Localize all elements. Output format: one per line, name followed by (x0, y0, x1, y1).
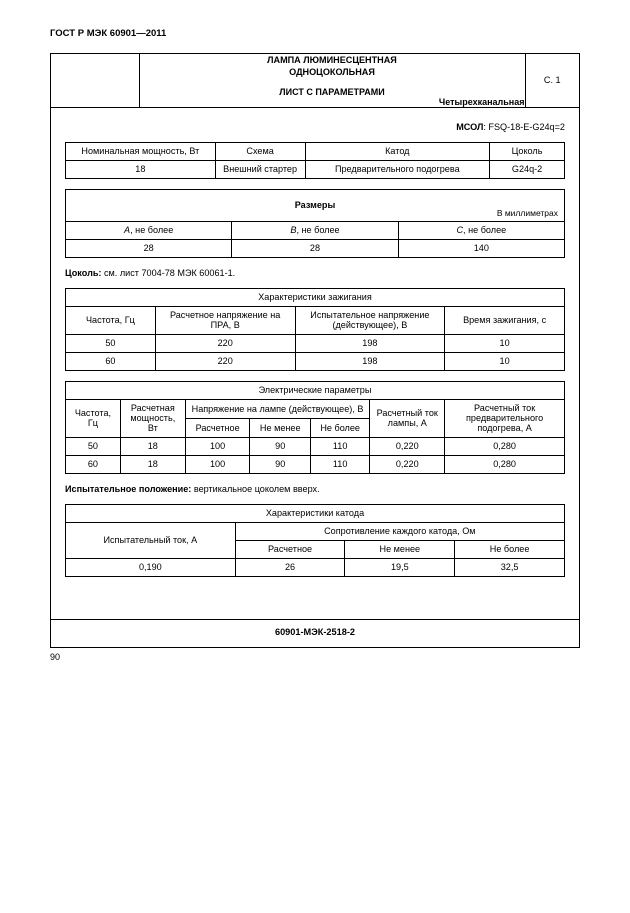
table-row: A, не более B, не более C, не более (66, 221, 565, 239)
dimensions-caption: Размеры (295, 200, 336, 210)
dim-v1: 28 (232, 239, 398, 257)
electrical-table: Электрические параметры Частота, Гц Расч… (65, 381, 565, 474)
dim-h0: A, не более (66, 221, 232, 239)
nominal-v0: 18 (66, 160, 216, 178)
nominal-h3: Цоколь (490, 142, 565, 160)
dim-h2: C, не более (398, 221, 564, 239)
cat-s1: Не менее (345, 540, 455, 558)
table-row: 0,190 26 19,5 32,5 (66, 558, 565, 576)
dimensions-caption-cell: Размеры В миллиметрах (66, 189, 565, 221)
table-row: 18 Внешний стартер Предварительного подо… (66, 160, 565, 178)
cat-h-resistance: Сопротивление каждого катода, Ом (235, 522, 564, 540)
table-row: Испытательный ток, А Сопротивление каждо… (66, 522, 565, 540)
page-number: 90 (50, 652, 580, 662)
nominal-v1: Внешний стартер (215, 160, 305, 178)
el-h-current: Расчетный ток лампы, А (370, 399, 445, 437)
title-line1: ЛАМПА ЛЮМИНЕСЦЕНТНАЯ (267, 55, 397, 65)
cat-s0: Расчетное (235, 540, 345, 558)
test-position-label: Испытательное положение: (65, 484, 191, 494)
msol-label: МСОЛ (456, 122, 483, 132)
cap-note-text: см. лист 7004-78 МЭК 60061-1. (101, 268, 235, 278)
el-vs1: Не менее (250, 418, 311, 437)
title-quad: Четырехканальная (139, 97, 525, 107)
el-h-voltage: Напряжение на лампе (действующее), В (185, 399, 370, 418)
msol-line: МСОЛ: FSQ-18-E-G24q=2 (65, 122, 565, 132)
table-row: Характеристики катода (66, 504, 565, 522)
ign-h1: Расчетное напряжение на ПРА, В (155, 306, 295, 334)
table-row: Характеристики зажигания (66, 288, 565, 306)
title-center: ЛАМПА ЛЮМИНЕСЦЕНТНАЯ ОДНОЦОКОЛЬНАЯ ЛИСТ … (139, 54, 525, 97)
table-row: 60 18 100 90 110 0,220 0,280 (66, 455, 565, 473)
title-subtitle: ЛИСТ С ПАРАМЕТРАМИ (140, 87, 525, 97)
nominal-table: Номинальная мощность, Вт Схема Катод Цок… (65, 142, 565, 179)
el-h-freq: Частота, Гц (66, 399, 121, 437)
table-row: 50 220 198 10 (66, 334, 565, 352)
table-row: 50 18 100 90 110 0,220 0,280 (66, 437, 565, 455)
dim-v2: 140 (398, 239, 564, 257)
dimensions-table: Размеры В миллиметрах A, не более B, не … (65, 189, 565, 258)
ignition-caption: Характеристики зажигания (66, 288, 565, 306)
cathode-caption: Характеристики катода (66, 504, 565, 522)
table-row: 28 28 140 (66, 239, 565, 257)
nominal-v2: Предварительного подогрева (305, 160, 490, 178)
table-row: Частота, Гц Расчетное напряжение на ПРА,… (66, 306, 565, 334)
page: ГОСТ Р МЭК 60901—2011 ЛАМПА ЛЮМИНЕСЦЕНТН… (0, 0, 630, 682)
ign-h3: Время зажигания, с (445, 306, 565, 334)
dim-v0: 28 (66, 239, 232, 257)
table-row: Размеры В миллиметрах (66, 189, 565, 221)
nominal-h0: Номинальная мощность, Вт (66, 142, 216, 160)
title-left-spacer (51, 54, 139, 107)
content-area: МСОЛ: FSQ-18-E-G24q=2 Номинальная мощнос… (51, 108, 579, 619)
nominal-h2: Катод (305, 142, 490, 160)
el-h-power: Расчетная мощность, Вт (120, 399, 185, 437)
ign-h0: Частота, Гц (66, 306, 156, 334)
cat-h-current: Испытательный ток, А (66, 522, 236, 558)
nominal-h1: Схема (215, 142, 305, 160)
el-h-preheat: Расчетный ток предварительного подогрева… (445, 399, 565, 437)
ignition-table: Характеристики зажигания Частота, Гц Рас… (65, 288, 565, 371)
test-position-note: Испытательное положение: вертикальное цо… (65, 484, 565, 494)
document-standard-header: ГОСТ Р МЭК 60901—2011 (50, 28, 580, 39)
cap-note: Цоколь: см. лист 7004-78 МЭК 60061-1. (65, 268, 565, 278)
nominal-v3: G24q-2 (490, 160, 565, 178)
dim-h1: B, не более (232, 221, 398, 239)
table-row: Электрические параметры (66, 381, 565, 399)
outer-frame: ЛАМПА ЛЮМИНЕСЦЕНТНАЯ ОДНОЦОКОЛЬНАЯ ЛИСТ … (50, 53, 580, 648)
cathode-table: Характеристики катода Испытательный ток,… (65, 504, 565, 577)
cap-note-label: Цоколь: (65, 268, 101, 278)
footer-sheet-id: 60901-МЭК-2518-2 (51, 619, 579, 647)
el-vs0: Расчетное (185, 418, 250, 437)
table-row: Номинальная мощность, Вт Схема Катод Цок… (66, 142, 565, 160)
dimensions-units: В миллиметрах (497, 208, 558, 218)
ign-h2: Испытательное напряжение (действующее), … (295, 306, 445, 334)
title-line2: ОДНОЦОКОЛЬНАЯ (289, 67, 375, 77)
title-block: ЛАМПА ЛЮМИНЕСЦЕНТНАЯ ОДНОЦОКОЛЬНАЯ ЛИСТ … (51, 54, 579, 108)
table-row: 60 220 198 10 (66, 352, 565, 370)
msol-value: : FSQ-18-E-G24q=2 (483, 122, 565, 132)
test-position-text: вертикальное цоколем вверх. (191, 484, 319, 494)
cat-s2: Не более (455, 540, 565, 558)
electrical-caption: Электрические параметры (66, 381, 565, 399)
el-vs2: Не более (311, 418, 370, 437)
page-corner: С. 1 (525, 54, 579, 107)
table-row: Частота, Гц Расчетная мощность, Вт Напря… (66, 399, 565, 418)
